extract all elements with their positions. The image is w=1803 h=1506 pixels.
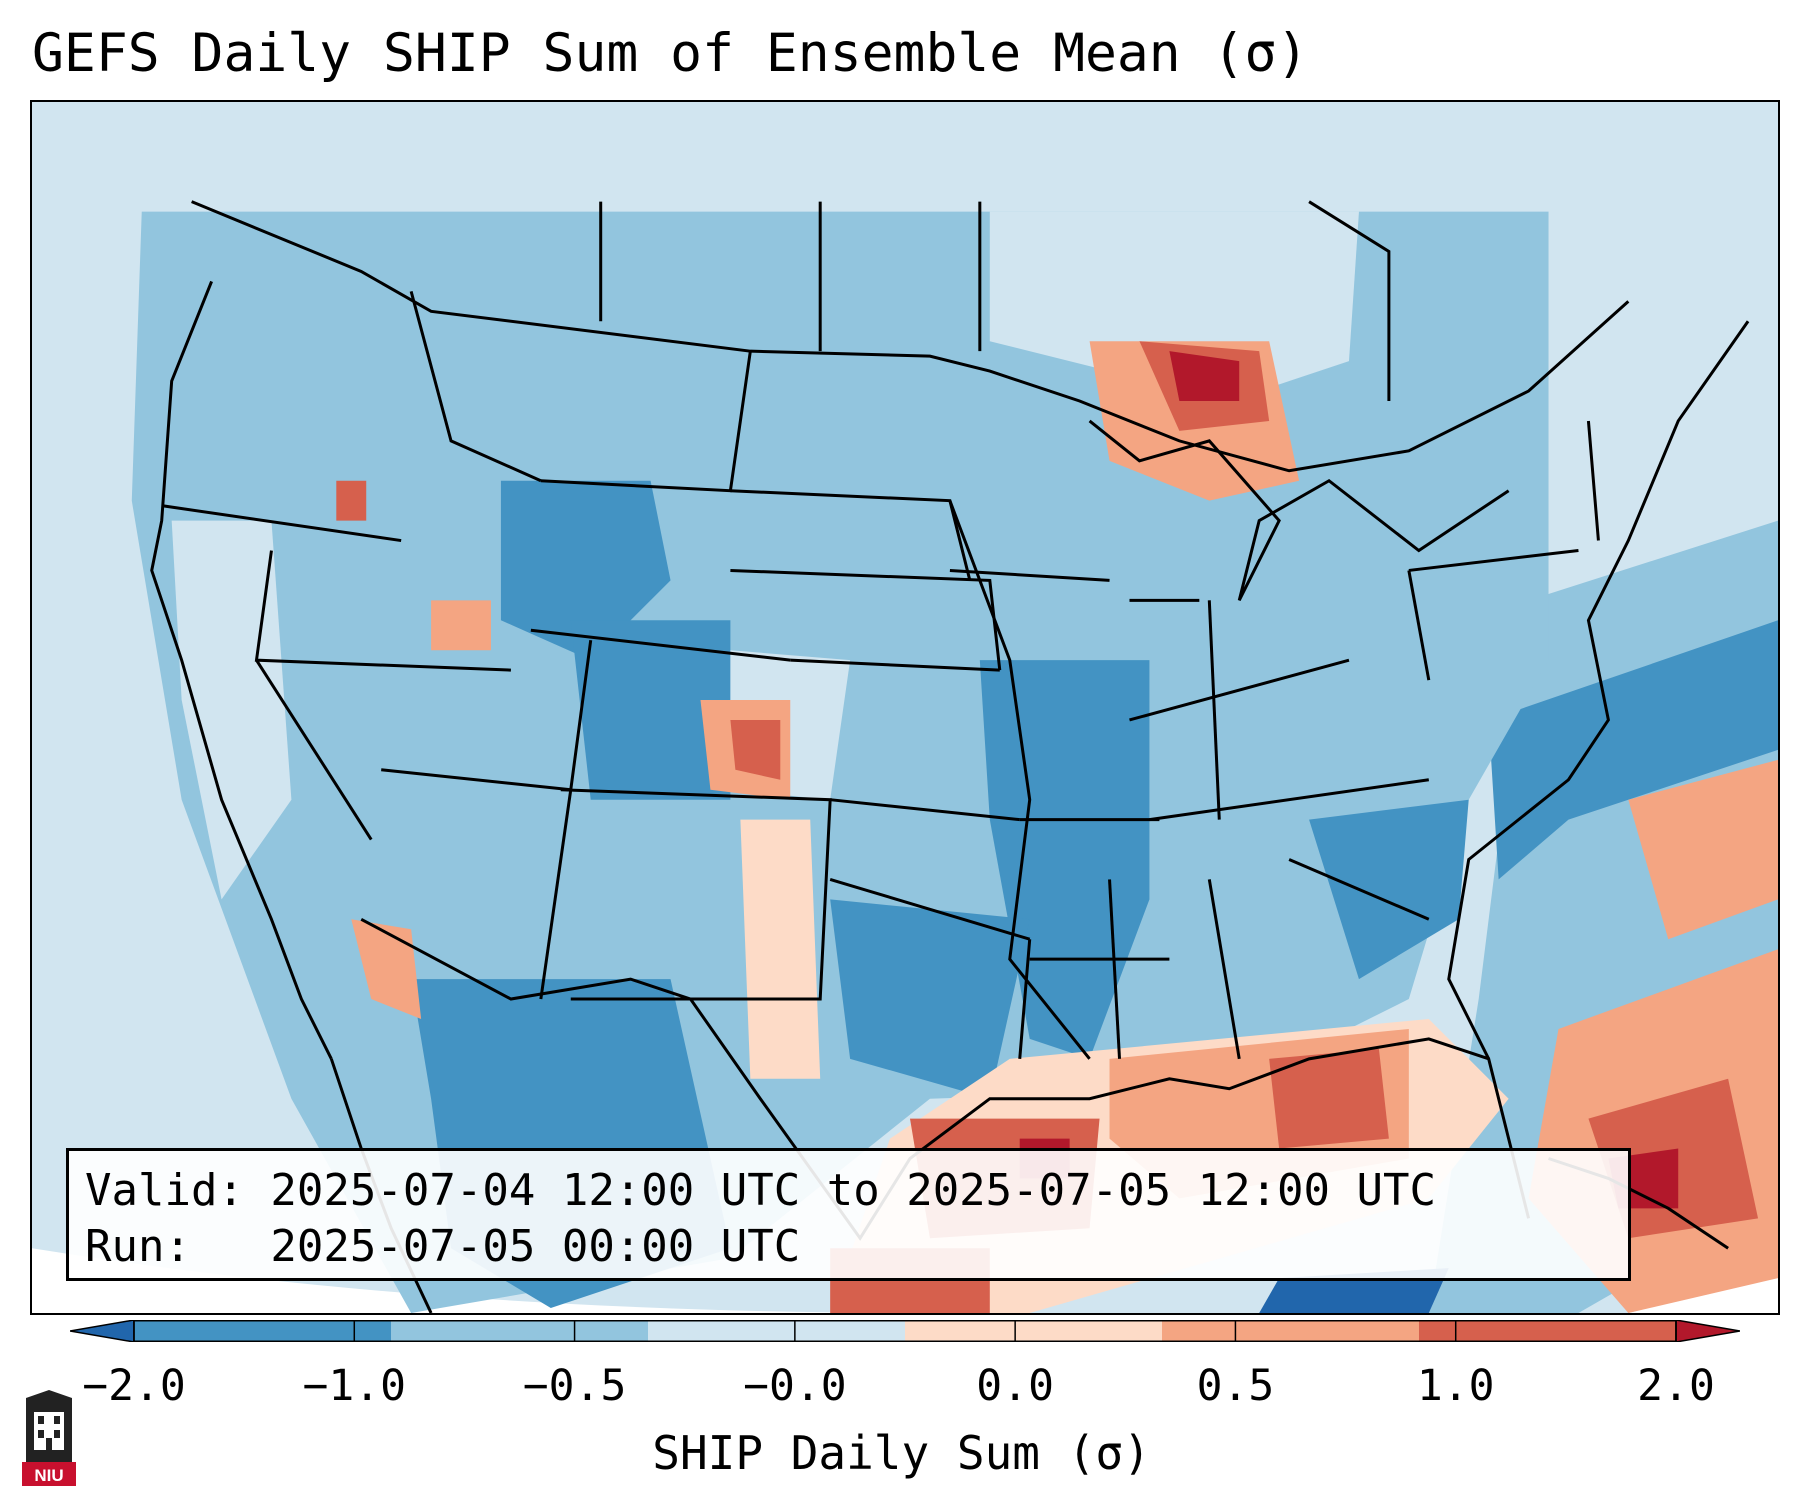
- colorbar-label: SHIP Daily Sum (σ): [652, 1426, 1151, 1480]
- gulf-east-peak: [1269, 1048, 1389, 1149]
- border-wa-or: [161, 504, 402, 543]
- border-ok-tx: [829, 878, 1031, 941]
- baja-positive: [351, 919, 422, 1019]
- page-title: GEFS Daily SHIP Sum of Ensemble Mean (σ): [32, 23, 1309, 84]
- colorbar-tick-label: 1.0: [1416, 1361, 1495, 1411]
- utah-spot: [431, 600, 491, 651]
- border-tn-ky: [1149, 778, 1430, 822]
- border-nm-tx: [560, 788, 832, 1001]
- ship-map: [32, 200, 1778, 1313]
- colorbar-bin: [391, 1320, 649, 1342]
- building-icon: [26, 1390, 72, 1462]
- border-ky-oh: [1129, 658, 1350, 722]
- colorado-peak: [730, 719, 781, 780]
- border-mn-ia: [949, 568, 1110, 582]
- border-ny-new-england: [1586, 420, 1600, 541]
- colorado-dark: [570, 620, 731, 800]
- logo-text: NIU: [34, 1466, 63, 1485]
- border-ca-nv: [255, 659, 373, 841]
- political-boundaries: [150, 200, 1750, 1313]
- out-of-domain-area-right: [1628, 1258, 1778, 1313]
- border-al-ga: [1207, 879, 1241, 1060]
- atlantic-coastline: [1447, 320, 1750, 1060]
- colorbar-tick-label: −0.0: [743, 1361, 847, 1411]
- border-oh-pa: [1407, 570, 1431, 681]
- texas-dark: [830, 899, 1030, 1099]
- colorbar-tick-label: −0.5: [522, 1361, 627, 1411]
- colorbar-extend-low: [70, 1320, 135, 1342]
- colorbar-tick-label: 0.0: [976, 1361, 1054, 1411]
- newmexico-positive: [740, 819, 821, 1079]
- colorbar-tick-label: −1.0: [302, 1361, 407, 1411]
- out-of-domain-area: [32, 1248, 930, 1313]
- valid-time-line: Valid: 2025-07-04 12:00 UTC to 2025-07-0…: [85, 1165, 1437, 1216]
- pacific-coastline: [150, 280, 333, 1060]
- border-id-mt: [409, 290, 542, 483]
- southeast-dark: [1309, 799, 1469, 980]
- border-ms-al: [1108, 879, 1122, 1059]
- border-az-nm: [539, 789, 573, 1000]
- colorbar-bin: [1419, 1320, 1677, 1342]
- border-co-ks: [790, 658, 1000, 672]
- lake-superior-max: [1169, 351, 1240, 402]
- university-logo: NIU: [22, 1390, 76, 1486]
- atlantic-positive: [1628, 759, 1778, 940]
- border-ks-ok: [830, 798, 1020, 822]
- run-time-line: Run: 2025-07-05 00:00 UTC: [85, 1221, 801, 1272]
- border-ga-sc: [1288, 858, 1430, 921]
- hudson-bay-shore: [1308, 200, 1391, 402]
- map-panel: [30, 100, 1780, 1315]
- colorbar-bin: [1162, 1320, 1420, 1342]
- border-in-il: [1207, 600, 1221, 820]
- colorbar-bin: [134, 1320, 392, 1342]
- border-mississippi-river: [948, 500, 1091, 1060]
- colorbar: [70, 1320, 1740, 1342]
- info-box: Valid: 2025-07-04 12:00 UTC to 2025-07-0…: [66, 1148, 1631, 1281]
- colorbar-tick-label: 0.5: [1196, 1361, 1275, 1411]
- border-mexico: [360, 917, 691, 1001]
- colorbar-tick-label: −2.0: [82, 1361, 186, 1411]
- border-pa-ny: [1408, 549, 1579, 572]
- border-great-lakes: [1088, 419, 1510, 602]
- colorbar-bin: [648, 1320, 906, 1342]
- colorbar-extend-high: [1675, 1320, 1740, 1342]
- colorbar-tick-label: 2.0: [1637, 1361, 1715, 1411]
- rockies-dark: [500, 480, 671, 661]
- atlantic-darker: [1488, 620, 1778, 880]
- us-canada-border: [191, 200, 1630, 473]
- border-ar-tx: [1018, 939, 1032, 1059]
- colorbar-bin: [905, 1320, 1163, 1342]
- idaho-spot: [336, 480, 367, 521]
- border-ne-ks: [730, 568, 1002, 671]
- border-wy-co: [530, 628, 791, 662]
